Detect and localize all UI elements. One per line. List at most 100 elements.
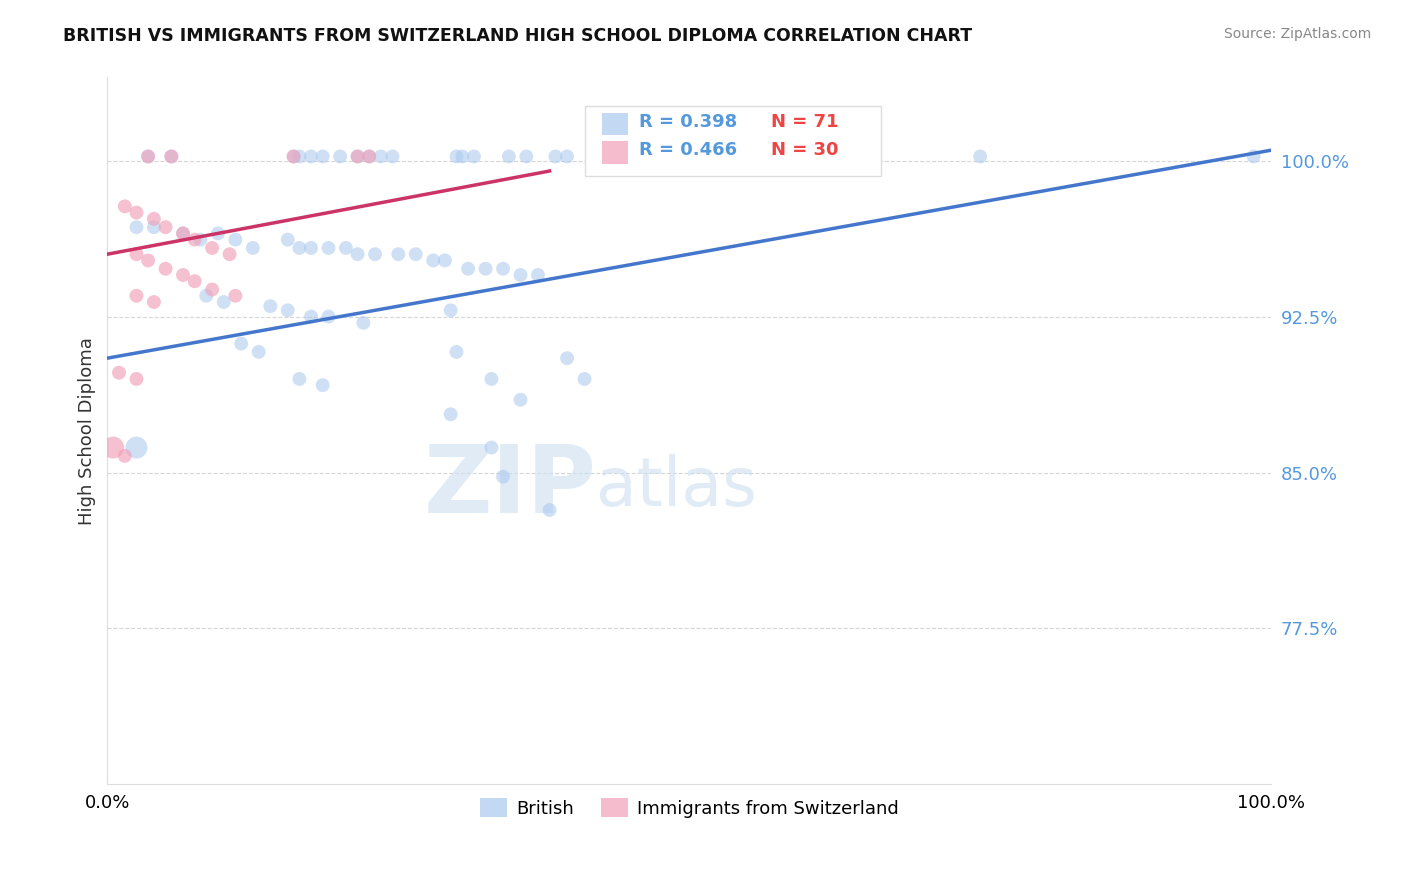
Point <box>440 407 463 421</box>
Point <box>474 261 496 276</box>
Point <box>155 220 177 235</box>
Point <box>172 227 194 241</box>
Point <box>201 241 224 255</box>
Point <box>247 345 270 359</box>
Point <box>318 310 340 324</box>
Point <box>136 253 159 268</box>
Point <box>160 149 183 163</box>
Point <box>538 503 561 517</box>
Point <box>346 149 368 163</box>
Point <box>370 149 392 163</box>
Point <box>440 303 463 318</box>
Point <box>125 205 148 219</box>
Point <box>224 289 246 303</box>
Point <box>457 261 479 276</box>
Point <box>125 247 148 261</box>
Text: R = 0.466: R = 0.466 <box>640 141 737 160</box>
Point <box>1243 149 1265 163</box>
Point <box>492 469 515 483</box>
Point <box>142 220 165 235</box>
Point <box>288 372 311 386</box>
Point <box>136 149 159 163</box>
Point <box>259 299 281 313</box>
Y-axis label: High School Diploma: High School Diploma <box>79 337 96 524</box>
Text: Source: ZipAtlas.com: Source: ZipAtlas.com <box>1223 27 1371 41</box>
Point <box>242 241 264 255</box>
Text: N = 30: N = 30 <box>770 141 838 160</box>
Point <box>329 149 352 163</box>
Point <box>498 149 520 163</box>
Point <box>509 268 531 282</box>
Point <box>125 441 148 455</box>
Point <box>277 233 299 247</box>
Point <box>481 372 503 386</box>
Point <box>183 274 205 288</box>
Text: R = 0.398: R = 0.398 <box>640 113 738 131</box>
Point <box>283 149 305 163</box>
Point <box>108 366 131 380</box>
Point <box>160 149 183 163</box>
Point <box>125 289 148 303</box>
Point <box>190 233 212 247</box>
Point <box>103 441 125 455</box>
Point <box>451 149 474 163</box>
Point <box>620 149 643 163</box>
Point <box>422 253 444 268</box>
Point <box>318 241 340 255</box>
Point <box>142 211 165 226</box>
Point <box>446 345 468 359</box>
Point <box>299 149 322 163</box>
Text: N = 71: N = 71 <box>770 113 838 131</box>
Point <box>195 289 218 303</box>
Point <box>212 295 235 310</box>
Text: atlas: atlas <box>596 455 756 521</box>
Point <box>492 261 515 276</box>
Point <box>114 199 136 213</box>
Point <box>387 247 409 261</box>
Point <box>155 261 177 276</box>
FancyBboxPatch shape <box>602 112 627 136</box>
Point <box>277 303 299 318</box>
FancyBboxPatch shape <box>602 141 627 164</box>
Point <box>555 351 578 366</box>
Point <box>481 441 503 455</box>
Point <box>172 227 194 241</box>
Text: ZIP: ZIP <box>423 442 596 533</box>
Point <box>125 220 148 235</box>
Legend: British, Immigrants from Switzerland: British, Immigrants from Switzerland <box>472 791 905 825</box>
Point <box>283 149 305 163</box>
Point <box>218 247 240 261</box>
Point <box>359 149 381 163</box>
Point <box>231 336 253 351</box>
Point <box>311 149 333 163</box>
Point <box>346 149 368 163</box>
Point <box>574 372 596 386</box>
Point <box>142 295 165 310</box>
Point <box>527 268 550 282</box>
Point <box>364 247 387 261</box>
Point <box>125 372 148 386</box>
Point <box>335 241 357 255</box>
FancyBboxPatch shape <box>585 106 882 177</box>
Point <box>509 392 531 407</box>
Point <box>381 149 404 163</box>
Point <box>446 149 468 163</box>
Point <box>224 233 246 247</box>
Point <box>172 268 194 282</box>
Text: BRITISH VS IMMIGRANTS FROM SWITZERLAND HIGH SCHOOL DIPLOMA CORRELATION CHART: BRITISH VS IMMIGRANTS FROM SWITZERLAND H… <box>63 27 973 45</box>
Point <box>114 449 136 463</box>
Point <box>183 233 205 247</box>
Point <box>555 149 578 163</box>
Point <box>544 149 567 163</box>
Point <box>631 149 654 163</box>
Point <box>201 283 224 297</box>
Point <box>136 149 159 163</box>
Point <box>637 149 659 163</box>
Point <box>299 241 322 255</box>
Point <box>405 247 427 261</box>
Point <box>463 149 485 163</box>
Point <box>352 316 374 330</box>
Point <box>207 227 229 241</box>
Point <box>311 378 333 392</box>
Point <box>515 149 537 163</box>
